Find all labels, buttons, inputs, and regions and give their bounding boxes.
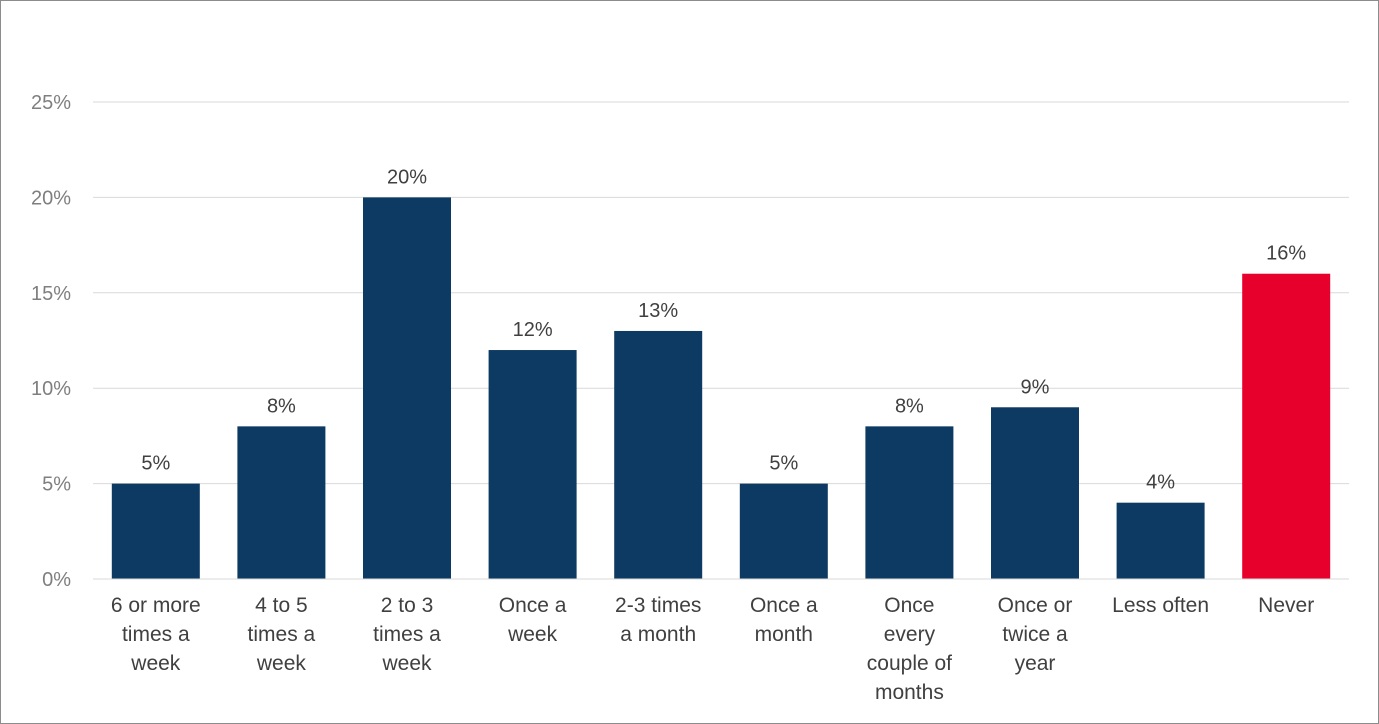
data-label: 12%	[513, 319, 553, 341]
x-axis-categories: 6 or more times a week 4 to 5 times a week 2 t…	[111, 594, 1314, 704]
y-tick-label: 20%	[31, 187, 71, 209]
data-label: 13%	[638, 300, 678, 322]
bar	[1117, 503, 1205, 579]
category-label: 4 to 5 times a week	[248, 594, 316, 675]
data-label: 16%	[1266, 243, 1306, 265]
y-tick-label: 0%	[42, 569, 71, 591]
bar	[363, 197, 451, 579]
data-label: 4%	[1146, 472, 1175, 494]
bar	[489, 350, 577, 579]
bar	[865, 426, 953, 579]
y-tick-label: 15%	[31, 283, 71, 305]
data-label: 8%	[267, 395, 296, 417]
category-label: Never	[1258, 594, 1314, 617]
y-tick-label: 25%	[31, 92, 71, 114]
data-label: 8%	[895, 395, 924, 417]
data-label: 20%	[387, 166, 427, 188]
category-label: Once a week	[499, 594, 567, 646]
bar	[991, 407, 1079, 579]
data-label: 5%	[769, 453, 798, 475]
y-axis-ticks: 0% 5% 10% 15% 20% 25%	[31, 92, 71, 591]
category-label: 2 to 3 times a week	[373, 594, 441, 675]
category-label: Once or twice a year	[998, 594, 1073, 675]
y-tick-label: 5%	[42, 474, 71, 496]
bar	[740, 484, 828, 579]
bar	[614, 331, 702, 579]
category-label: 6 or more times a week	[111, 594, 201, 675]
bar	[1242, 274, 1330, 579]
bar	[112, 484, 200, 579]
data-label: 5%	[141, 453, 170, 475]
y-tick-label: 10%	[31, 378, 71, 400]
bar	[237, 426, 325, 579]
category-label: Less often	[1112, 594, 1209, 617]
category-label: 2-3 times a month	[615, 594, 701, 646]
category-label: Once a month	[750, 594, 818, 646]
data-label: 9%	[1021, 376, 1050, 398]
category-label: Once every couple of months	[867, 594, 952, 704]
